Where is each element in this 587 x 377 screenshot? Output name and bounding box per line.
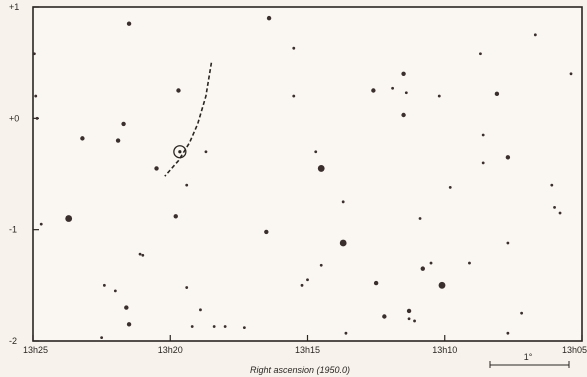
star-point [481, 133, 485, 137]
y-tick-label: -2 [9, 336, 17, 346]
star-point [438, 281, 446, 289]
star-point [176, 88, 181, 93]
star-point [505, 155, 511, 160]
star-point [100, 336, 104, 340]
x-tick-label: 13h05 [562, 345, 587, 355]
target-ring [173, 145, 187, 159]
star-point [401, 71, 406, 77]
star-point [173, 214, 178, 219]
star-point [126, 21, 132, 26]
star-point [341, 200, 345, 204]
star-point [154, 166, 159, 171]
star-point [494, 91, 500, 97]
star-point [264, 229, 269, 235]
star-point [506, 241, 510, 245]
star-point [520, 311, 524, 315]
star-point [404, 91, 408, 95]
x-tick-label: 13h20 [158, 345, 183, 355]
star-point [223, 325, 227, 328]
plot-frame [32, 6, 583, 342]
star-point [479, 52, 482, 56]
y-tick-label: +0 [9, 113, 19, 123]
star-point [406, 308, 412, 314]
star-point [266, 15, 272, 21]
comet-track [164, 62, 213, 177]
star-point [121, 121, 126, 127]
star-point [339, 239, 347, 247]
x-tick-label: 13h10 [432, 345, 457, 355]
star-point [39, 222, 43, 226]
y-tick-label: -1 [9, 225, 17, 235]
star-point [437, 94, 441, 98]
star-point [382, 314, 387, 319]
star-point [429, 261, 433, 265]
track-line [164, 62, 213, 177]
star-point [314, 150, 318, 154]
star-point [141, 253, 145, 257]
star-point [65, 215, 73, 222]
star-point [407, 317, 411, 321]
y-axis: +1 +0 -1 -2 [9, 2, 39, 346]
star-point [292, 46, 296, 50]
x-tick-label: 13h25 [23, 345, 48, 355]
star-point [533, 33, 537, 37]
star-point [420, 266, 425, 271]
star-point [569, 72, 573, 76]
star-point [113, 289, 117, 293]
star-point [317, 165, 325, 172]
star-point [80, 136, 85, 141]
star-point [558, 211, 562, 215]
scale-bar-label: 1° [524, 352, 533, 362]
star-point [373, 280, 379, 286]
star-point [190, 325, 194, 328]
star-point [102, 283, 106, 287]
star-point [124, 305, 129, 310]
x-tick-label: 13h15 [295, 345, 320, 355]
star-point [115, 138, 121, 143]
x-axis: 13h25 13h20 13h15 13h10 13h05 [23, 335, 587, 355]
star-point [306, 278, 309, 282]
x-axis-title: Right ascension (1950.0) [250, 365, 350, 375]
star-point [550, 183, 554, 187]
star-point [212, 325, 216, 328]
star-point [344, 331, 348, 335]
star-point [35, 116, 39, 120]
scale-bar: 1° [489, 352, 570, 368]
star-point [34, 94, 38, 98]
star-point [185, 183, 189, 187]
target-dot [178, 150, 182, 154]
star-point [448, 185, 452, 189]
star-point [126, 322, 132, 327]
y-tick-label: +1 [9, 2, 19, 12]
star-point [418, 217, 422, 220]
star-point [138, 252, 142, 256]
star-point [242, 326, 246, 330]
star-point [506, 331, 510, 335]
star-point [553, 206, 556, 209]
star-point [204, 150, 208, 154]
star-point [292, 94, 296, 98]
star-point [199, 308, 202, 312]
star-point [468, 261, 471, 265]
star-point [185, 286, 189, 289]
star-point [300, 283, 304, 287]
star-point [481, 161, 485, 165]
star-point [413, 319, 416, 323]
star-point [371, 88, 376, 93]
star-point [32, 52, 36, 56]
star-point [391, 86, 394, 90]
star-point [319, 263, 323, 267]
star-field [32, 15, 573, 340]
star-point [401, 112, 406, 118]
